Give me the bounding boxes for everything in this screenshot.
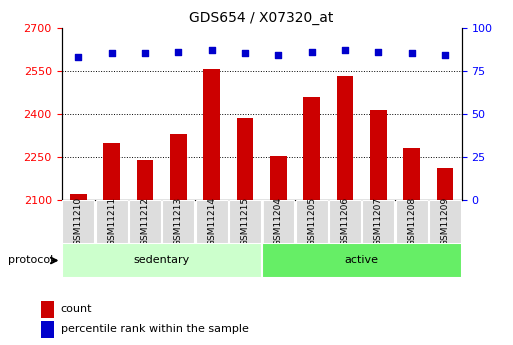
Bar xyxy=(303,97,320,345)
Bar xyxy=(129,200,161,243)
Bar xyxy=(429,200,461,243)
Bar xyxy=(195,200,228,243)
Point xyxy=(74,54,82,60)
Point xyxy=(441,52,449,58)
Point xyxy=(407,51,416,56)
Bar xyxy=(62,243,262,278)
Bar xyxy=(262,200,294,243)
Bar xyxy=(396,200,428,243)
Bar xyxy=(262,243,462,278)
Point xyxy=(307,49,315,55)
Text: GSM11210: GSM11210 xyxy=(74,197,83,246)
Text: GSM11211: GSM11211 xyxy=(107,197,116,246)
Bar xyxy=(270,156,287,345)
Point xyxy=(241,51,249,56)
Point xyxy=(274,52,282,58)
Bar xyxy=(70,194,87,345)
Bar xyxy=(103,142,120,345)
Text: GSM11212: GSM11212 xyxy=(141,197,149,246)
Text: GSM11215: GSM11215 xyxy=(241,197,249,246)
Bar xyxy=(362,200,394,243)
Bar xyxy=(370,110,387,345)
Bar xyxy=(203,69,220,345)
Bar xyxy=(403,148,420,345)
Bar xyxy=(136,160,153,345)
Bar xyxy=(295,200,328,243)
Text: active: active xyxy=(345,256,379,265)
Bar xyxy=(437,168,453,345)
Point xyxy=(207,47,215,53)
Text: GSM11209: GSM11209 xyxy=(441,197,449,246)
Bar xyxy=(41,301,54,318)
Title: GDS654 / X07320_at: GDS654 / X07320_at xyxy=(189,11,334,25)
Bar xyxy=(41,321,54,338)
Text: sedentary: sedentary xyxy=(133,256,190,265)
Text: GSM11205: GSM11205 xyxy=(307,197,316,246)
Point xyxy=(374,49,382,55)
Text: protocol: protocol xyxy=(8,256,53,265)
Text: GSM11204: GSM11204 xyxy=(274,197,283,246)
Text: GSM11206: GSM11206 xyxy=(341,197,349,246)
Text: GSM11207: GSM11207 xyxy=(374,197,383,246)
Point xyxy=(174,49,182,55)
Text: GSM11208: GSM11208 xyxy=(407,197,416,246)
Bar xyxy=(329,200,361,243)
Text: count: count xyxy=(61,304,92,314)
Bar xyxy=(236,118,253,345)
Bar xyxy=(95,200,128,243)
Text: GSM11213: GSM11213 xyxy=(174,197,183,246)
Point xyxy=(141,51,149,56)
Bar xyxy=(62,200,94,243)
Text: percentile rank within the sample: percentile rank within the sample xyxy=(61,324,248,334)
Point xyxy=(341,47,349,53)
Point xyxy=(107,51,115,56)
Bar xyxy=(162,200,194,243)
Bar xyxy=(337,77,353,345)
Bar xyxy=(170,134,187,345)
Bar xyxy=(229,200,261,243)
Text: GSM11214: GSM11214 xyxy=(207,197,216,246)
